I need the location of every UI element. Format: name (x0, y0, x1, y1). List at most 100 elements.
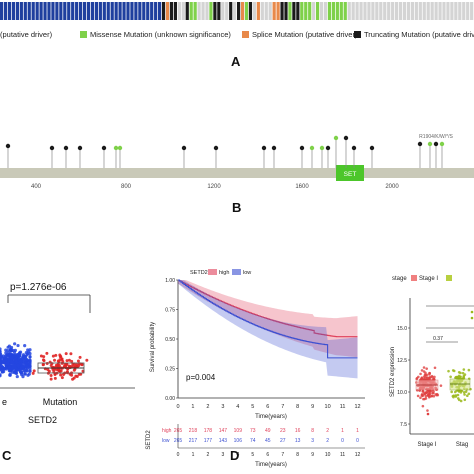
oncoprint-cell (355, 2, 359, 20)
oncoprint-cell (434, 2, 438, 20)
oncoprint-cell (7, 2, 12, 20)
stage2-point (451, 394, 455, 398)
risk-xtick-label: 5 (251, 452, 254, 458)
data-point-mutation (49, 373, 53, 377)
risk-high-count: 1 (356, 428, 359, 434)
km-curves (178, 279, 358, 379)
km-xtick-label: 0 (176, 404, 179, 410)
oncoprint-cell (410, 2, 414, 20)
data-point-mutation (58, 358, 62, 362)
risk-low-count: 0 (341, 438, 344, 444)
risk-high-count: 73 (250, 428, 256, 434)
risk-xtick-label: 9 (311, 452, 314, 458)
stage1-point (427, 395, 431, 399)
km-xtick-label: 4 (236, 404, 239, 410)
km-xtick-label: 5 (251, 404, 254, 410)
risk-xtick-label: 8 (296, 452, 299, 458)
data-point-mutation (60, 376, 64, 380)
stage-ytick-label: 12.5 (397, 358, 407, 364)
oncoprint-cell (454, 2, 458, 20)
oncoprint-cell (308, 2, 312, 20)
oncoprint-cell (67, 2, 71, 20)
data-point-wildtype (23, 357, 28, 361)
stage1-point (424, 394, 428, 398)
oncoprint-cell (237, 2, 241, 20)
risk-xtick-label: 6 (266, 452, 269, 458)
data-point-wildtype (26, 352, 30, 356)
data-point-wildtype (8, 369, 12, 373)
data-point-mutation (59, 369, 63, 373)
xlabel-c: SETD2 (28, 415, 57, 425)
stage1-point (432, 394, 436, 398)
data-point-wildtype (22, 354, 26, 358)
missense-swatch (80, 31, 87, 38)
oncoprint-cell (371, 2, 375, 20)
oncoprint-cell (272, 2, 276, 20)
stage2-point (454, 394, 458, 397)
oncoprint-cell (79, 2, 83, 20)
km-x-ticks: 0 1 2 3 4 5 6 7 8 9 10 11 12 (176, 404, 360, 410)
oncoprint-cell (106, 2, 110, 20)
stage-category-0: Stage I (417, 442, 436, 448)
data-point-wildtype (2, 367, 6, 371)
data-point-mutation (45, 361, 49, 365)
oncoprint-cell (244, 2, 249, 20)
stage-ytick-label: 7.5 (400, 422, 407, 428)
pvalue-c: p=1.276e-06 (10, 282, 67, 293)
panel-letter-d: D (230, 448, 240, 463)
oncoprint-cell (165, 2, 170, 20)
oncoprint-cell (23, 2, 27, 20)
legend-putative-driver-label: (putative driver) (0, 30, 53, 39)
lollipop-head (309, 145, 315, 151)
tick-1200: 1200 (207, 184, 221, 188)
oncoprint-cell (458, 2, 462, 20)
oncoprint-cell (27, 2, 31, 20)
data-point-mutation (31, 371, 35, 375)
risk-xtick-label: 2 (207, 452, 210, 458)
data-point-wildtype (7, 358, 11, 362)
data-point-mutation (69, 352, 73, 356)
risk-xtick-label: 4 (236, 452, 239, 458)
km-pvalue: p=0.004 (186, 373, 216, 382)
km-xtick-label: 11 (340, 404, 346, 410)
stage1-point (422, 370, 426, 373)
lollipop-head (433, 141, 439, 147)
oncoprint-cell (201, 2, 205, 20)
oncoprint-cell (316, 2, 320, 20)
km-ylabel: Survival probability (150, 322, 156, 372)
oncoprint-cell (138, 2, 142, 20)
risk-table-label: SETD2 (146, 430, 152, 450)
data-point-wildtype (28, 369, 32, 373)
oncoprint-cell (94, 2, 98, 20)
oncoprint-cell (169, 2, 174, 20)
risk-low-count: 265 (174, 438, 183, 444)
oncoprint-cell (86, 2, 91, 20)
data-point-mutation (73, 365, 77, 369)
data-point-wildtype (8, 349, 13, 353)
stage1-point (426, 393, 430, 397)
oncoprint-cell (466, 2, 470, 20)
risk-low-count: 2 (326, 438, 329, 444)
data-point-mutation (32, 369, 36, 373)
data-point-mutation (72, 368, 76, 372)
data-point-wildtype (28, 348, 32, 352)
legend-truncating-label: Truncating Mutation (putative drive (364, 30, 474, 39)
data-point-wildtype (4, 348, 8, 352)
km-xtick-label: 7 (281, 404, 284, 410)
risk-xtick-label: 11 (340, 452, 345, 458)
oncoprint-cell (418, 2, 422, 20)
oncoprint-cell (391, 2, 395, 20)
oncoprint-cell (114, 2, 118, 20)
risk-high-count: 2 (326, 428, 329, 434)
data-point-mutation (49, 363, 53, 367)
oncoprint-cell (75, 2, 79, 20)
data-point-wildtype (6, 354, 10, 358)
data-point-mutation (85, 358, 89, 362)
oncoprint-cell (189, 2, 193, 20)
data-point-mutation (51, 354, 55, 358)
data-point-wildtype (4, 351, 8, 355)
oncoprint-cell (221, 2, 225, 20)
oncoprint-cell (130, 2, 134, 20)
hotspot-annotation: R1904/K/W/*/S (419, 134, 453, 140)
risk-low-count: 13 (295, 438, 301, 444)
